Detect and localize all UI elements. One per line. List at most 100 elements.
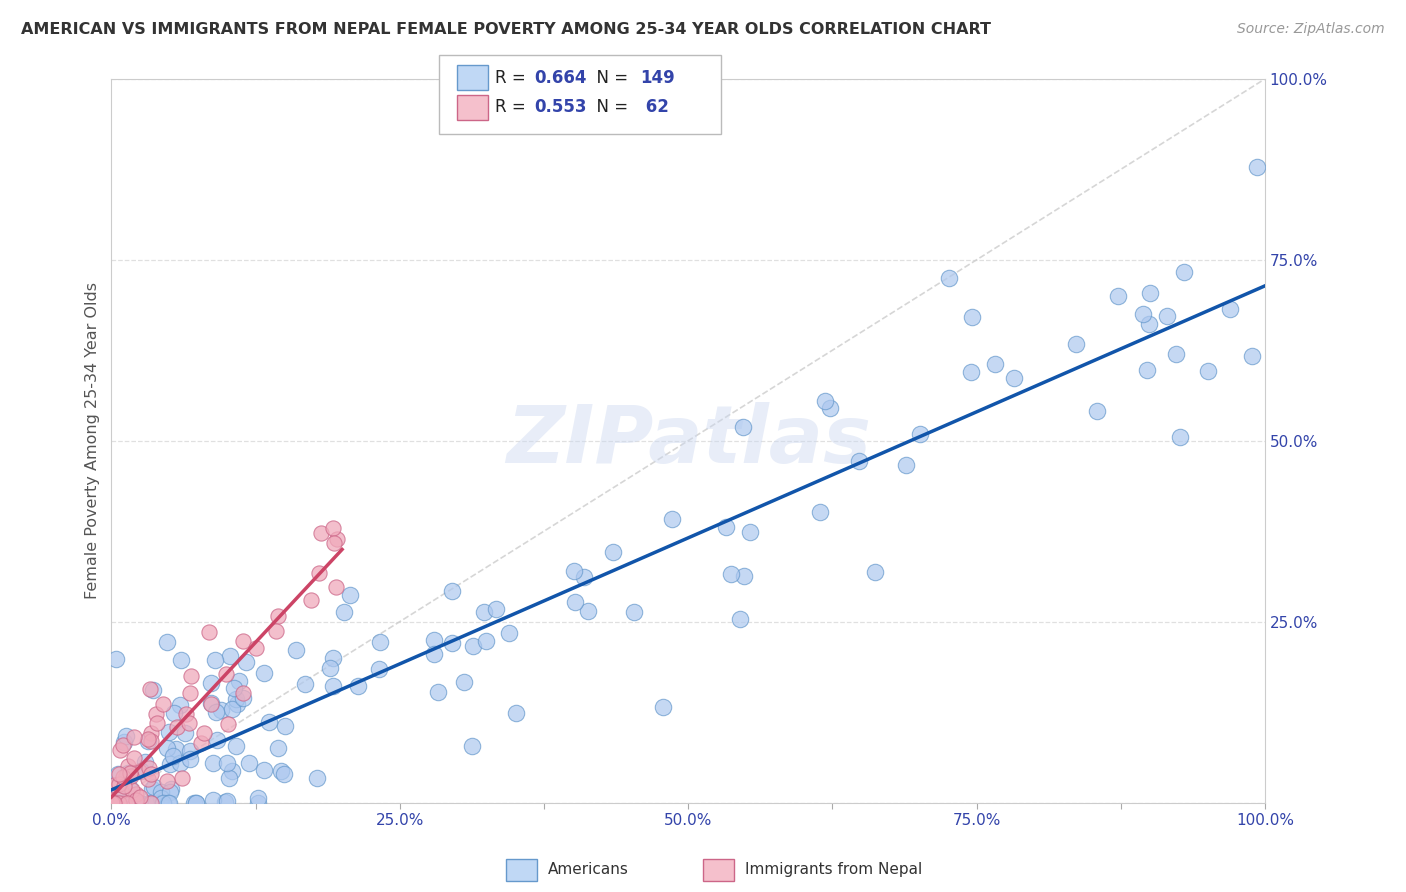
Point [814, 394, 837, 409]
Point [1107, 289, 1129, 303]
Point [169, 756, 191, 770]
Point [257, 714, 280, 729]
Point [652, 700, 675, 714]
Point [1156, 309, 1178, 323]
Point [117, 796, 139, 810]
Point [179, 752, 201, 766]
Point [209, 703, 232, 717]
Point [124, 796, 146, 810]
Point [214, 795, 236, 809]
Point [157, 796, 180, 810]
Point [104, 796, 127, 810]
Point [1164, 347, 1187, 361]
Point [108, 796, 131, 810]
Text: 149: 149 [640, 69, 675, 87]
Point [142, 682, 165, 697]
Point [475, 633, 498, 648]
Point [183, 796, 205, 810]
Point [325, 580, 347, 594]
Point [984, 357, 1007, 371]
Point [848, 454, 870, 468]
Point [143, 780, 166, 795]
Point [562, 564, 585, 578]
Point [112, 738, 135, 752]
Point [299, 592, 322, 607]
Point [960, 310, 983, 324]
Point [1064, 337, 1087, 351]
Point [104, 796, 127, 810]
Text: Americans: Americans [548, 863, 630, 877]
Point [1132, 307, 1154, 321]
Point [238, 756, 260, 770]
Point [124, 796, 146, 810]
Text: 62: 62 [640, 98, 669, 116]
Point [200, 676, 222, 690]
Point [108, 777, 131, 791]
Point [485, 601, 508, 615]
Point [224, 681, 246, 695]
Point [426, 685, 449, 699]
Point [122, 751, 145, 765]
Point [174, 726, 197, 740]
Point [129, 796, 152, 810]
Point [339, 588, 361, 602]
Point [319, 661, 342, 675]
Point [103, 796, 125, 810]
Point [1139, 286, 1161, 301]
Point [141, 766, 163, 780]
Text: 0.553: 0.553 [534, 98, 586, 116]
Point [163, 706, 186, 721]
Point [112, 735, 135, 749]
Point [274, 718, 297, 732]
Point [217, 716, 239, 731]
Point [505, 706, 527, 720]
Point [139, 734, 162, 748]
Point [120, 769, 142, 783]
Point [136, 733, 159, 747]
Point [156, 635, 179, 649]
Point [156, 774, 179, 789]
Point [184, 796, 207, 810]
Point [193, 726, 215, 740]
Point [228, 673, 250, 688]
Point [894, 458, 917, 472]
Point [441, 583, 464, 598]
Point [152, 698, 174, 712]
Point [461, 739, 484, 753]
Point [221, 701, 243, 715]
Point [308, 566, 330, 580]
Point [720, 567, 742, 582]
Point [731, 420, 754, 434]
Point [107, 796, 129, 810]
Text: Source: ZipAtlas.com: Source: ZipAtlas.com [1237, 22, 1385, 37]
Point [166, 720, 188, 734]
Point [120, 766, 142, 780]
Point [325, 533, 347, 547]
Point [179, 744, 201, 758]
Point [204, 653, 226, 667]
Point [1246, 160, 1268, 174]
Point [266, 624, 288, 639]
Point [938, 270, 960, 285]
Point [267, 740, 290, 755]
Text: AMERICAN VS IMMIGRANTS FROM NEPAL FEMALE POVERTY AMONG 25-34 YEAR OLDS CORRELATI: AMERICAN VS IMMIGRANTS FROM NEPAL FEMALE… [21, 22, 991, 37]
Point [162, 749, 184, 764]
Point [1241, 349, 1264, 363]
Point [141, 781, 163, 796]
Point [177, 716, 200, 731]
Point [207, 733, 229, 747]
Point [200, 697, 222, 711]
Point [129, 764, 152, 778]
Point [110, 784, 132, 798]
Point [333, 605, 356, 619]
Point [159, 756, 181, 771]
Point [311, 526, 333, 541]
Point [101, 796, 124, 810]
Point [273, 766, 295, 780]
Point [180, 669, 202, 683]
Point [863, 565, 886, 579]
Point [152, 796, 174, 810]
Point [225, 692, 247, 706]
Text: R =: R = [495, 98, 531, 116]
Point [117, 780, 139, 794]
